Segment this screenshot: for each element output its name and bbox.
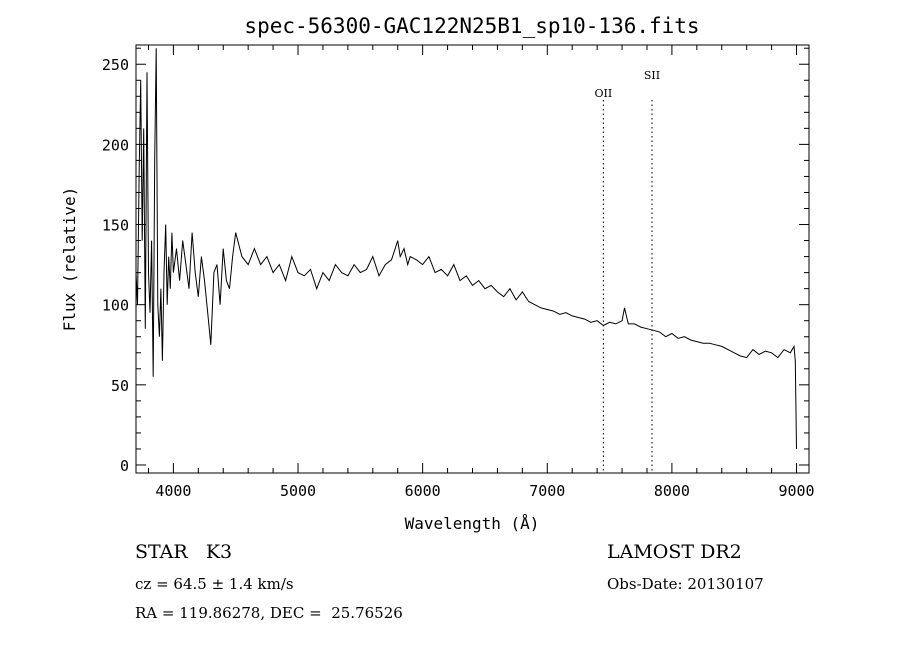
y-tick-label: 200 xyxy=(102,136,129,154)
object-class-value: STAR xyxy=(135,541,188,563)
survey-name: LAMOST DR2 xyxy=(607,541,742,563)
object-class: STAR K3 xyxy=(135,541,232,563)
line-label-oii: OII xyxy=(595,87,613,100)
emission-line-markers: OII SII xyxy=(595,69,660,473)
y-tick-label: 150 xyxy=(102,217,129,235)
x-axis: 4000 5000 6000 7000 8000 9000 xyxy=(147,45,815,500)
x-tick-label: 7000 xyxy=(529,482,565,500)
x-axis-label: Wavelength (Å) xyxy=(405,514,540,533)
y-tick-label: 250 xyxy=(102,56,129,74)
plot-frame xyxy=(135,44,810,474)
observation-date: Obs-Date: 20130107 xyxy=(607,575,764,593)
x-tick-label: 6000 xyxy=(405,482,441,500)
y-axis: 0 50 100 150 200 250 xyxy=(102,47,809,475)
y-tick-label: 50 xyxy=(111,377,129,395)
y-tick-label: 0 xyxy=(120,457,129,475)
series-line-flux xyxy=(135,48,797,450)
x-tick-label: 4000 xyxy=(155,482,191,500)
x-tick-label: 5000 xyxy=(280,482,316,500)
line-label-sii: SII xyxy=(644,69,660,82)
object-subclass: K3 xyxy=(205,541,233,563)
y-tick-label: 100 xyxy=(102,297,129,315)
y-axis-label: Flux (relative) xyxy=(60,187,79,332)
chart-title: spec-56300-GAC122N25B1_sp10-136.fits xyxy=(244,14,699,38)
x-tick-label: 9000 xyxy=(778,482,814,500)
x-tick-label: 8000 xyxy=(654,482,690,500)
redshift-value: cz = 64.5 ± 1.4 km/s xyxy=(135,575,294,593)
coordinates: RA = 119.86278, DEC = 25.76526 xyxy=(135,604,403,622)
